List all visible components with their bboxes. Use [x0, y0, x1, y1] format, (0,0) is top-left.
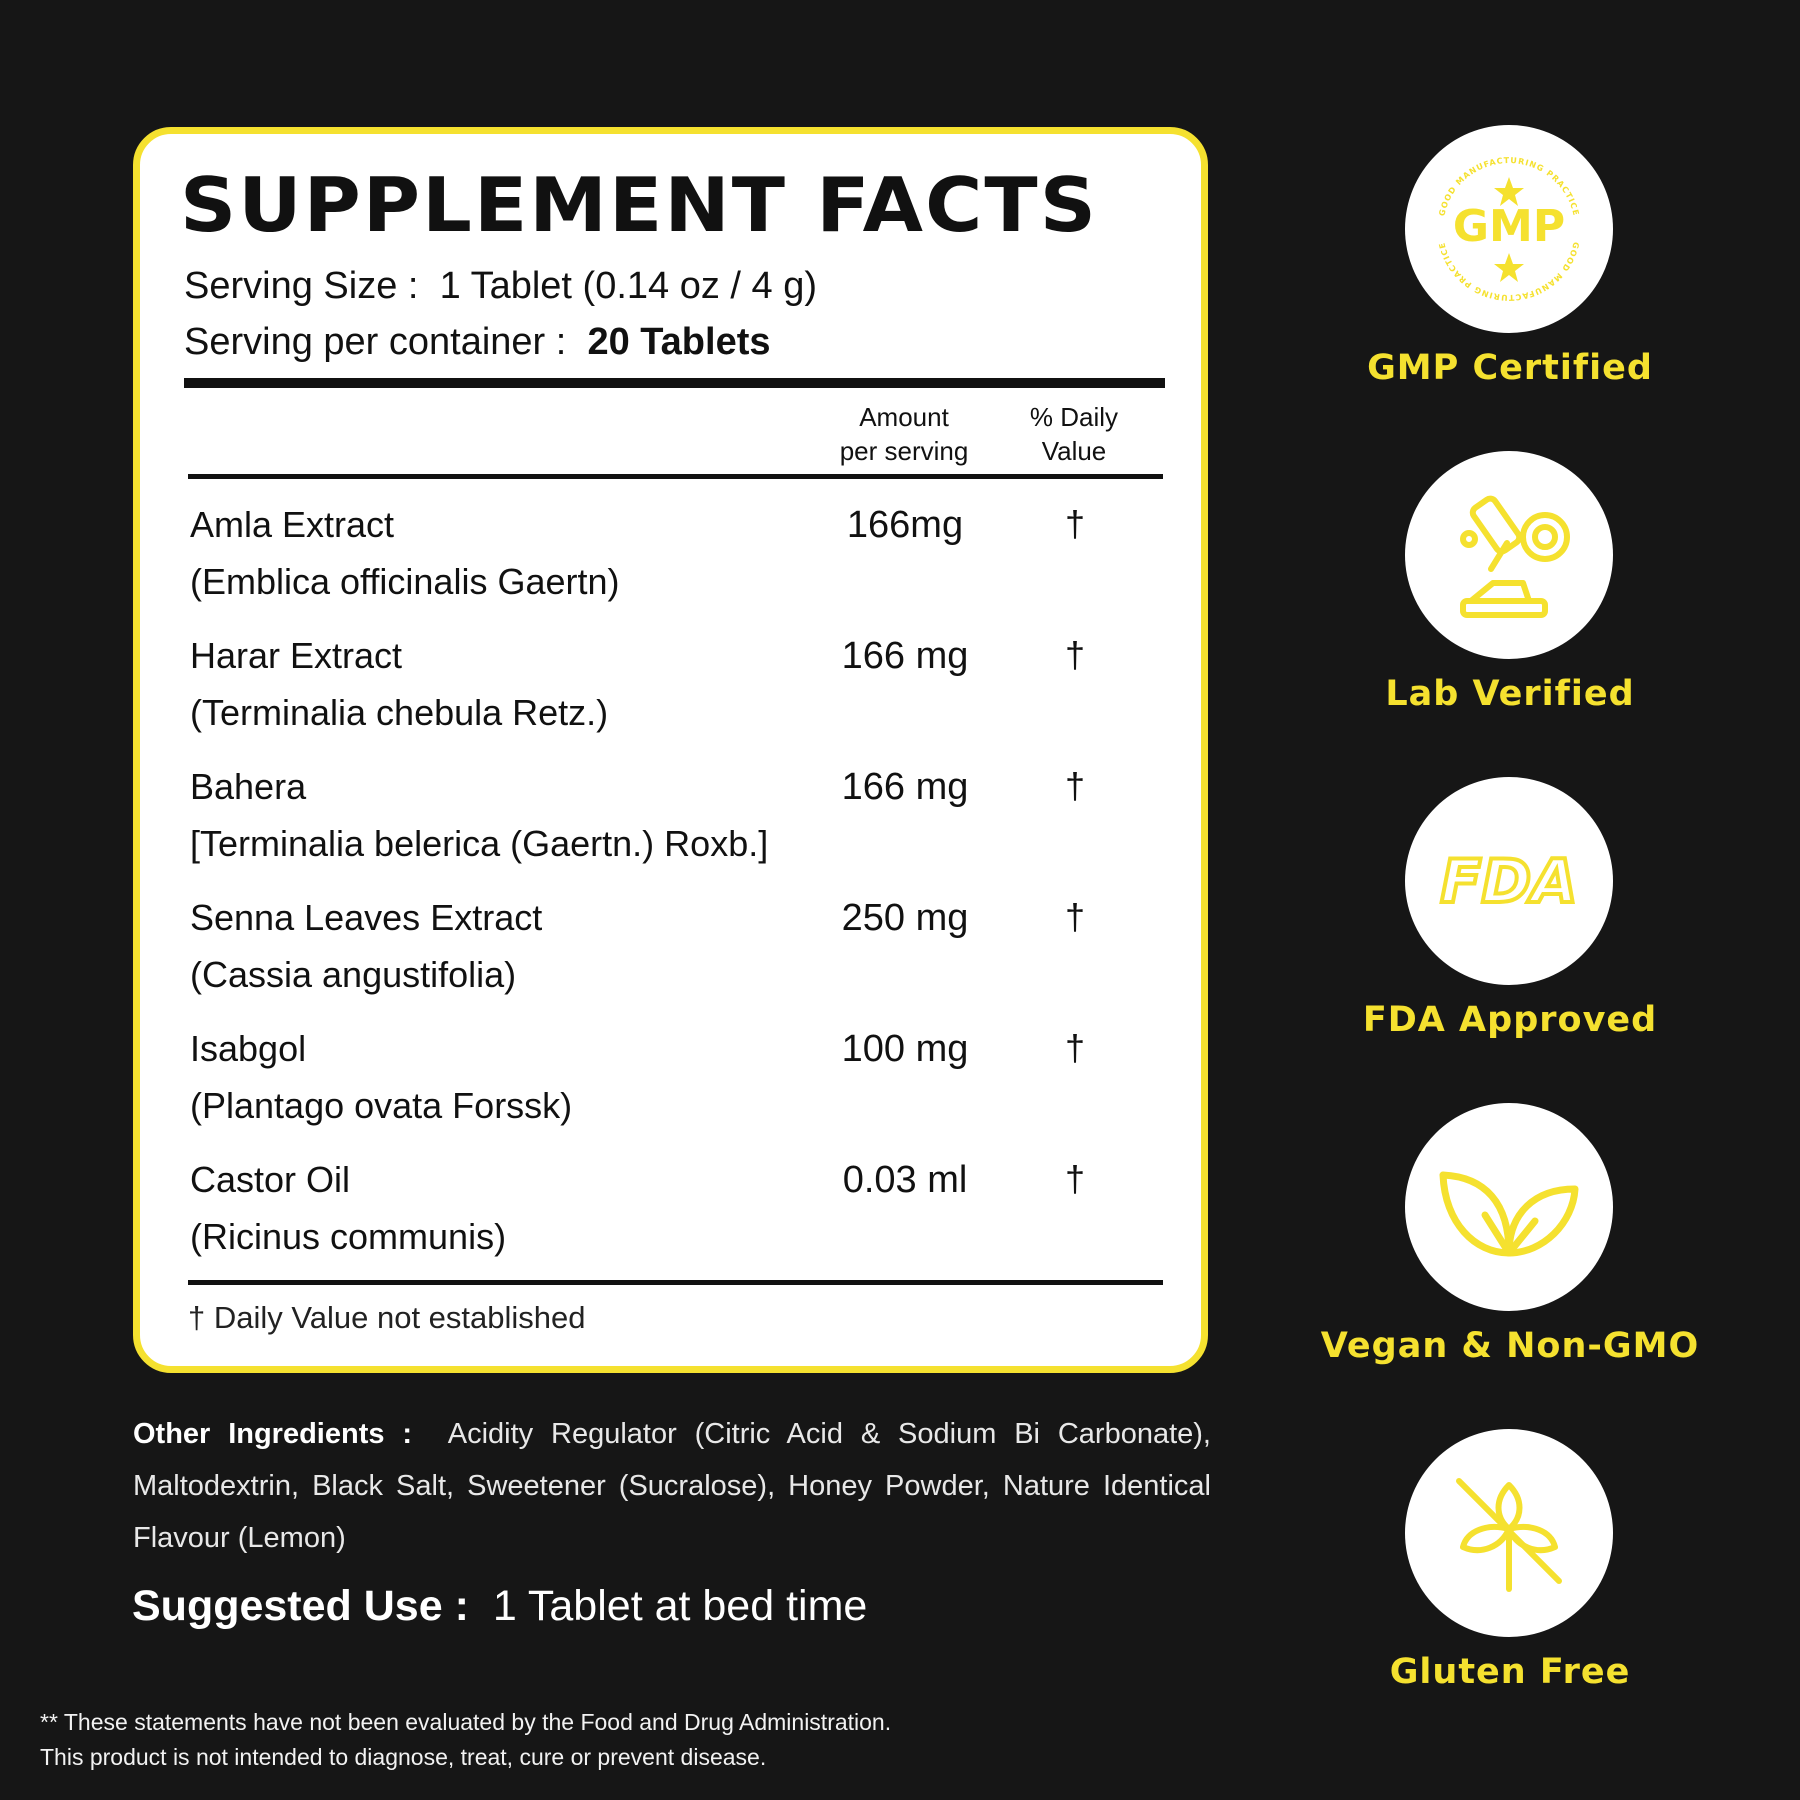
ingredient-latin-name: (Cassia angustifolia)	[190, 954, 517, 995]
column-header-amount: Amount per serving	[809, 400, 999, 468]
suggested-use: Suggested Use : 1 Tablet at bed time	[132, 1585, 867, 1628]
footer-divider	[188, 1280, 1163, 1285]
lab-badge	[1405, 451, 1613, 659]
ingredient-daily-value: †	[1064, 1027, 1086, 1068]
ingredient-latin-name: (Emblica officinalis Gaertn)	[190, 561, 620, 602]
ingredient-name: Harar Extract	[190, 635, 403, 676]
serving-size-label: Serving Size :	[184, 265, 419, 307]
ingredient-amount: 100 mg	[841, 1028, 969, 1070]
ingredient-daily-value: †	[1064, 765, 1086, 806]
vegan-badge	[1405, 1103, 1613, 1311]
ingredient-row: Castor Oil (Ricinus communis)	[190, 1151, 506, 1265]
ingredient-amount: 250 mg	[841, 897, 969, 939]
ingredient-row: Bahera [Terminalia belerica (Gaertn.) Ro…	[190, 758, 768, 872]
no-wheat-icon	[1456, 1478, 1562, 1592]
facts-title: SUPPLEMENT FACTS	[180, 161, 1098, 249]
ingredient-daily-value: †	[1064, 634, 1086, 675]
ingredient-daily-value: †	[1064, 1158, 1086, 1199]
header-divider	[188, 474, 1163, 479]
ingredient-name: Bahera	[190, 766, 307, 807]
badge-label-lab: Lab Verified	[1385, 674, 1635, 714]
microscope-icon	[1460, 495, 1570, 618]
ingredient-name: Isabgol	[190, 1028, 307, 1069]
ingredient-name: Amla Extract	[190, 504, 395, 545]
suggested-use-value: 1 Tablet at bed time	[492, 1582, 868, 1630]
fda-logo-icon: FDA	[1438, 845, 1579, 919]
servings-per-container-row: Serving per container : 20 Tablets	[184, 323, 771, 361]
daily-value-footnote: † Daily Value not established	[188, 1300, 586, 1335]
ingredient-daily-value: †	[1064, 503, 1086, 544]
disclaimer-line-2: This product is not intended to diagnose…	[40, 1744, 767, 1770]
ingredient-amount: 166 mg	[841, 635, 969, 677]
thick-divider	[184, 378, 1165, 388]
ingredient-name: Senna Leaves Extract	[190, 897, 543, 938]
serving-size-row: Serving Size : 1 Tablet (0.14 oz / 4 g)	[184, 267, 817, 305]
gmp-seal-icon: GOOD MANUFACTURING PRACTICE GOOD MANUFAC…	[1437, 156, 1579, 302]
badge-label-vegan: Vegan & Non-GMO	[1320, 1326, 1700, 1366]
ingredient-latin-name: [Terminalia belerica (Gaertn.) Roxb.]	[190, 823, 769, 864]
ingredient-latin-name: (Plantago ovata Forssk)	[190, 1085, 573, 1126]
badge-label-fda: FDA Approved	[1362, 1000, 1658, 1040]
ingredient-row: Amla Extract (Emblica officinalis Gaertn…	[190, 496, 620, 610]
other-ingredients-label: Other Ingredients :	[133, 1418, 413, 1450]
suggested-use-label: Suggested Use :	[132, 1582, 469, 1630]
ingredient-latin-name: (Terminalia chebula Retz.)	[190, 692, 609, 733]
ingredient-amount: 166 mg	[841, 766, 969, 808]
badge-label-gmp: GMP Certified	[1367, 348, 1653, 388]
ingredient-row: Senna Leaves Extract (Cassia angustifoli…	[190, 889, 542, 1003]
badge-label-gluten-free: Gluten Free	[1389, 1652, 1631, 1692]
ingredient-latin-name: (Ricinus communis)	[190, 1216, 507, 1257]
gluten-free-badge	[1405, 1429, 1613, 1637]
ingredient-amount: 0.03 ml	[842, 1159, 968, 1201]
ingredient-row: Isabgol (Plantago ovata Forssk)	[190, 1020, 572, 1134]
other-ingredients: Other Ingredients : Acidity Regulator (C…	[133, 1408, 1211, 1564]
fda-logo-text: FDA	[1440, 847, 1577, 917]
gmp-badge: GOOD MANUFACTURING PRACTICE GOOD MANUFAC…	[1405, 125, 1613, 333]
disclaimer-line-1: ** These statements have not been evalua…	[40, 1709, 892, 1735]
column-header-amount-line2: per serving	[839, 436, 969, 466]
serving-size-value: 1 Tablet (0.14 oz / 4 g)	[439, 265, 817, 307]
fda-badge: FDA	[1405, 777, 1613, 985]
ingredient-name: Castor Oil	[190, 1159, 351, 1200]
fda-disclaimer: ** These statements have not been evalua…	[40, 1705, 891, 1775]
gmp-seal-text: GMP	[1453, 201, 1565, 252]
ingredient-daily-value: †	[1064, 896, 1086, 937]
supplement-facts-panel	[133, 127, 1208, 1373]
ingredient-amount: 166mg	[846, 504, 964, 546]
column-header-amount-line1: Amount	[859, 402, 949, 432]
servings-value: 20 Tablets	[587, 321, 771, 363]
column-header-dv-line2: Value	[1041, 436, 1107, 466]
column-header-dv-line1: % Daily	[1029, 402, 1119, 432]
ingredient-row: Harar Extract (Terminalia chebula Retz.)	[190, 627, 608, 741]
servings-label: Serving per container :	[184, 321, 567, 363]
leaves-icon	[1439, 1171, 1579, 1257]
other-ingredients-text: Acidity Regulator (Citric Acid & Sodium …	[133, 1418, 1211, 1554]
column-header-daily-value: % Daily Value	[979, 400, 1169, 468]
